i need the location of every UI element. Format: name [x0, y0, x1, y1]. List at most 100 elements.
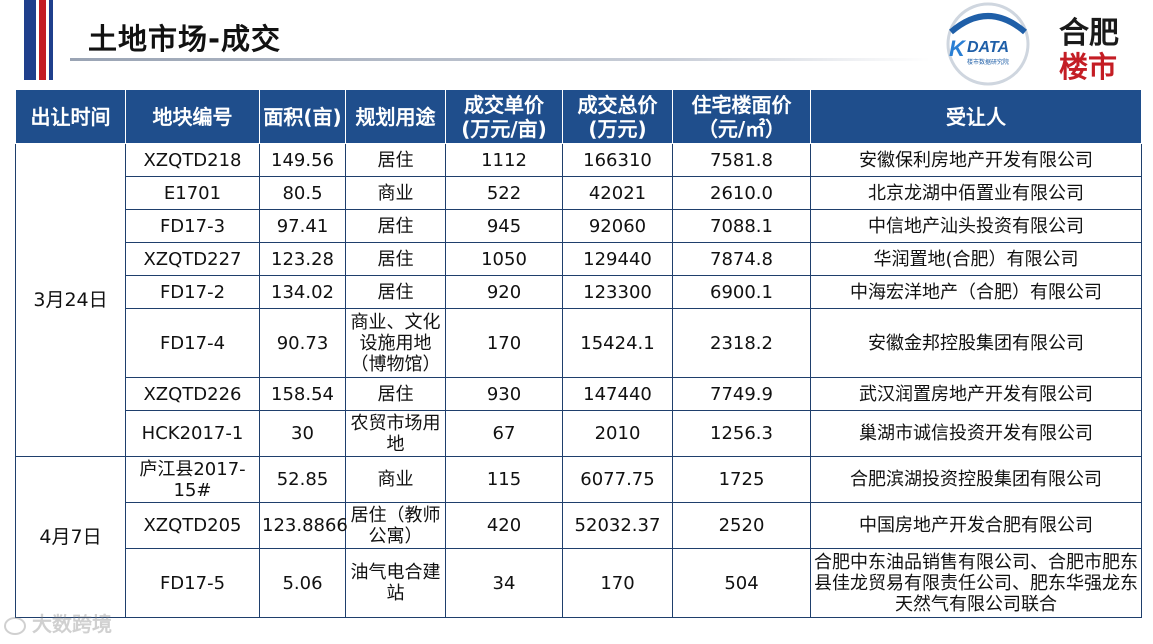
cell-plot-id: FD17-5 [125, 548, 260, 618]
cell-floor-price: 504 [672, 548, 811, 618]
table-row: FD17-4 90.73 商业、文化设施用地（博物馆） 170 15424.1 2318.… [16, 308, 1142, 378]
cell-land-use: 商业 [345, 176, 446, 210]
logo-line-1: 合肥 [1059, 16, 1119, 51]
cell-area: 97.41 [259, 209, 346, 243]
kdata-logo-text: DATA [967, 39, 1009, 56]
cell-unit-price: 67 [445, 410, 563, 457]
cell-plot-id: FD17-3 [125, 209, 260, 243]
column-header-land-use: 规划用途 [345, 89, 446, 144]
cell-area: 80.5 [259, 176, 346, 210]
cell-plot-id: XZQTD227 [125, 242, 260, 276]
cell-total-price: 2010 [562, 410, 673, 457]
cell-total-price: 52032.37 [562, 502, 673, 549]
column-header-sale-date: 出让时间 [15, 89, 126, 144]
accent-bar-red [39, 0, 46, 80]
column-header-total-price: 成交总价 (万元) [562, 89, 673, 144]
cell-unit-price: 945 [445, 209, 563, 243]
cell-plot-id: E1701 [125, 176, 260, 210]
table-row: XZQTD227 123.28 居住 1050 129440 7874.8 华润置地(合肥）… [16, 242, 1142, 276]
table-header-row: 出让时间 地块编号 面积(亩) 规划用途 成交单价 (万元/亩) 成交总价 (万元) 住宅楼… [15, 89, 1142, 144]
cell-unit-price: 420 [445, 502, 563, 549]
cell-total-price: 166310 [562, 143, 673, 177]
table-row: FD17-5 5.06 油气电合建站 34 170 504 合肥中东油品销售有限公司、合肥市… [16, 548, 1142, 618]
cell-land-use: 居住 [345, 242, 446, 276]
cell-plot-id: HCK2017-1 [125, 410, 260, 457]
cell-total-price: 129440 [562, 242, 673, 276]
cell-buyer: 合肥滨湖投资控股集团有限公司 [810, 456, 1142, 503]
hefei-loushi-logo: 合肥 楼市 [1053, 4, 1143, 84]
cell-unit-price: 522 [445, 176, 563, 210]
cell-buyer: 中海宏洋地产（合肥）有限公司 [810, 275, 1142, 309]
cell-buyer: 安徽金邦控股集团有限公司 [810, 308, 1142, 378]
cell-floor-price: 7874.8 [672, 242, 811, 276]
cell-buyer: 华润置地(合肥）有限公司 [810, 242, 1142, 276]
cell-unit-price: 115 [445, 456, 563, 503]
accent-bar-blue-thin [49, 0, 53, 80]
cell-total-price: 170 [562, 548, 673, 618]
cell-area: 90.73 [259, 308, 346, 378]
kdata-logo-subtext: 楼市数据研究院 [967, 58, 1009, 66]
cell-land-use: 商业、文化设施用地（博物馆） [345, 308, 446, 378]
cell-buyer: 武汉润置房地产开发有限公司 [810, 377, 1142, 411]
cell-land-use: 油气电合建站 [345, 548, 446, 618]
cell-total-price: 6077.75 [562, 456, 673, 503]
svg-text:K: K [949, 36, 967, 61]
table-row: FD17-2 134.02 居住 920 123300 6900.1 中海宏洋地产（合肥）有… [16, 275, 1142, 309]
cell-floor-price: 2610.0 [672, 176, 811, 210]
kdata-logo: K DATA 楼市数据研究院 [946, 2, 1030, 86]
cell-land-use: 农贸市场用地 [345, 410, 446, 457]
cell-floor-price: 1256.3 [672, 410, 811, 457]
cell-total-price: 147440 [562, 377, 673, 411]
cell-floor-price: 2318.2 [672, 308, 811, 378]
accent-bar-blue [24, 0, 36, 80]
cell-unit-price: 920 [445, 275, 563, 309]
cell-buyer: 巢湖市诚信投资开发有限公司 [810, 410, 1142, 457]
cell-area: 134.02 [259, 275, 346, 309]
cell-plot-id: XZQTD218 [125, 143, 260, 177]
watermark: 大数跨境 [4, 608, 112, 637]
cell-floor-price: 7088.1 [672, 209, 811, 243]
column-header-area: 面积(亩) [259, 89, 346, 144]
cell-land-use: 商业 [345, 456, 446, 503]
watermark-text: 大数跨境 [32, 612, 112, 636]
cell-buyer: 中国房地产开发合肥有限公司 [810, 502, 1142, 549]
cell-plot-id: FD17-4 [125, 308, 260, 378]
cell-land-use: 居住（教师公寓） [345, 502, 446, 549]
table-row: 3月24日 XZQTD218 149.56 居住 1112 166310 7581.8 安徽保… [15, 143, 1142, 457]
cell-unit-price: 170 [445, 308, 563, 378]
cell-unit-price: 1050 [445, 242, 563, 276]
table-row: FD17-3 97.41 居住 945 92060 7088.1 中信地产汕头投资有限公司 [16, 209, 1142, 243]
column-header-plot-id: 地块编号 [125, 89, 260, 144]
cell-land-use: 居住 [345, 143, 446, 177]
cell-total-price: 42021 [562, 176, 673, 210]
cell-land-use: 居住 [345, 275, 446, 309]
cell-sale-date: 4月7日 [15, 456, 126, 618]
table-row: HCK2017-1 30 农贸市场用地 67 2010 1256.3 巢湖市诚信投资开发有限… [16, 410, 1142, 457]
cell-floor-price: 2520 [672, 502, 811, 549]
weibo-icon [4, 616, 26, 635]
table-row: 4月7日 庐江县2017-15# 52.85 商业 115 6077.75 1725 合肥滨湖… [15, 456, 1142, 618]
cell-total-price: 123300 [562, 275, 673, 309]
table-row: XZQTD226 158.54 居住 930 147440 7749.9 武汉润置房地产开发… [16, 377, 1142, 411]
cell-unit-price: 930 [445, 377, 563, 411]
cell-area: 149.56 [259, 143, 346, 177]
land-transaction-table: 出让时间 地块编号 面积(亩) 规划用途 成交单价 (万元/亩) 成交总价 (万元) 住宅楼… [15, 89, 1142, 618]
table-row: XZQTD205 123.8866 居住（教师公寓） 420 52032.37 2520 中… [16, 502, 1142, 549]
cell-floor-price: 7581.8 [672, 143, 811, 177]
cell-plot-id: FD17-2 [125, 275, 260, 309]
page-title: 土地市场-成交 [88, 22, 282, 56]
cell-floor-price: 1725 [672, 456, 811, 503]
cell-land-use: 居住 [345, 209, 446, 243]
cell-buyer: 中信地产汕头投资有限公司 [810, 209, 1142, 243]
cell-plot-id: XZQTD205 [125, 502, 260, 549]
cell-unit-price: 34 [445, 548, 563, 618]
cell-area: 30 [259, 410, 346, 457]
cell-unit-price: 1112 [445, 143, 563, 177]
column-header-buyer: 受让人 [810, 89, 1142, 144]
column-header-floor-price: 住宅楼面价 （元/㎡） [672, 89, 811, 144]
cell-total-price: 92060 [562, 209, 673, 243]
cell-area: 123.8866 [259, 502, 348, 549]
cell-buyer: 合肥中东油品销售有限公司、合肥市肥东县佳龙贸易有限责任公司、肥东华强龙东天然气有… [810, 548, 1142, 618]
cell-area: 123.28 [259, 242, 346, 276]
logo-line-2: 楼市 [1059, 50, 1118, 84]
